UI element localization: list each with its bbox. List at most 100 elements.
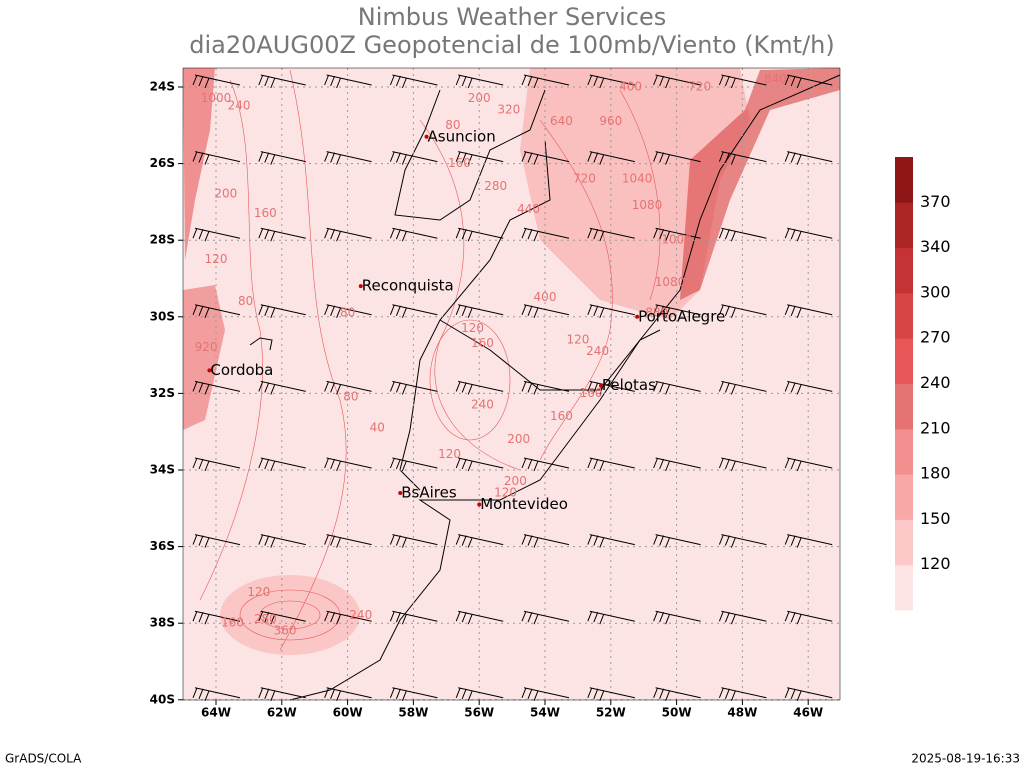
wind-barb	[389, 610, 438, 625]
lat-label: 40S	[150, 692, 175, 706]
wind-barb	[718, 151, 767, 165]
wind-barb	[653, 227, 701, 242]
wind-barb	[192, 610, 241, 625]
contour-label: 120	[461, 321, 484, 335]
city-label: Pelotas	[602, 376, 656, 394]
contour-label: 80	[340, 305, 355, 319]
city-label: PortoAlegre	[638, 307, 725, 325]
subtitle: dia20AUG00Z Geopotencial de 100mb/Viento…	[189, 31, 835, 59]
wind-barb	[192, 380, 241, 395]
wind-barb	[587, 227, 635, 242]
wind-barb	[389, 227, 438, 242]
title: Nimbus Weather Services	[358, 3, 666, 31]
wind-barb	[455, 457, 504, 472]
wind-barb	[258, 534, 306, 548]
wind-barb	[192, 304, 241, 318]
wind-barb	[653, 610, 701, 625]
colorbar-label: 180	[920, 464, 951, 483]
wind-barb	[653, 534, 701, 548]
wind-barb	[389, 534, 438, 548]
shade	[220, 575, 360, 655]
wind-barb	[455, 687, 504, 701]
contour-label: 920	[195, 340, 218, 354]
contour-label: 400	[534, 290, 557, 304]
lon-label: 56W	[464, 706, 494, 720]
wind-barb	[258, 687, 306, 701]
wind-barb	[455, 304, 504, 318]
shade	[183, 285, 225, 430]
wind-barb	[324, 610, 372, 625]
contour-label: 160	[448, 156, 471, 170]
wind-barb	[324, 380, 372, 395]
contour-label: 640	[550, 114, 573, 128]
colorbar-label: 370	[920, 192, 951, 211]
wind-barb	[653, 304, 701, 318]
city-dot	[207, 368, 212, 373]
contour-label: 80	[343, 390, 358, 404]
contour-label: 360	[274, 623, 297, 637]
colorbar-swatch	[895, 247, 913, 294]
wind-barb	[521, 610, 570, 625]
contour-label: 160	[550, 409, 573, 423]
contour-label: 280	[484, 179, 507, 193]
colorbar-swatch	[895, 338, 913, 384]
wind-barb	[521, 74, 570, 89]
contour-label: 120	[438, 447, 461, 461]
wind-barb	[455, 151, 504, 165]
colorbar-swatch	[895, 383, 913, 430]
footer-right: 2025-08-19-16:33	[911, 752, 1020, 766]
wind-barb	[587, 687, 635, 701]
lat-label: 28S	[150, 233, 175, 247]
contour-label: 280	[254, 612, 277, 626]
contour-label: 200	[504, 474, 527, 488]
wind-barb	[324, 227, 372, 242]
colorbar-label: 270	[920, 328, 951, 347]
wind-barb	[718, 610, 767, 625]
wind-barb	[784, 227, 833, 242]
contour-label: 1040	[622, 171, 653, 185]
wind-barb	[587, 74, 635, 89]
colorbar-label: 120	[920, 554, 951, 573]
wind-barb	[784, 534, 833, 548]
contour-label: 960	[599, 114, 622, 128]
wind-barb	[784, 304, 833, 318]
footer-left: GrADS/COLA	[5, 752, 82, 766]
wind-barb	[587, 534, 635, 548]
city-dot	[358, 284, 363, 289]
lat-label: 38S	[150, 616, 175, 630]
wind-barb	[587, 380, 635, 395]
wind-barb	[192, 74, 241, 89]
contour-label: 160	[254, 206, 277, 220]
lon-label: 60W	[333, 706, 363, 720]
wind-barb	[258, 610, 306, 625]
wind-barb	[653, 687, 701, 701]
colorbar-swatch	[895, 428, 913, 475]
wind-barb	[389, 687, 438, 701]
wind-barb	[653, 457, 701, 472]
wind-barb	[587, 610, 635, 625]
wind-barb	[389, 380, 438, 395]
contour-label: 160	[580, 386, 603, 400]
wind-barb	[521, 534, 570, 548]
contour-label: 720	[573, 171, 596, 185]
wind-barb	[258, 74, 306, 89]
wind-barb	[258, 227, 306, 242]
wind-barb	[521, 687, 570, 701]
lat-label: 30S	[150, 309, 175, 323]
wind-barb	[521, 304, 570, 318]
contour-label: 80	[238, 294, 253, 308]
wind-barb	[653, 151, 701, 165]
wind-barb	[324, 534, 372, 548]
contour-label: 320	[497, 102, 520, 116]
wind-barb	[718, 457, 767, 472]
colorbar-swatch	[895, 292, 913, 339]
wind-barb	[587, 151, 635, 165]
shade	[680, 68, 840, 300]
wind-barb	[784, 687, 833, 701]
wind-barb	[784, 151, 833, 165]
wind-barb	[521, 227, 570, 242]
city-label: Asuncion	[428, 127, 496, 145]
wind-barb	[389, 151, 438, 165]
wind-barbs	[192, 74, 833, 701]
